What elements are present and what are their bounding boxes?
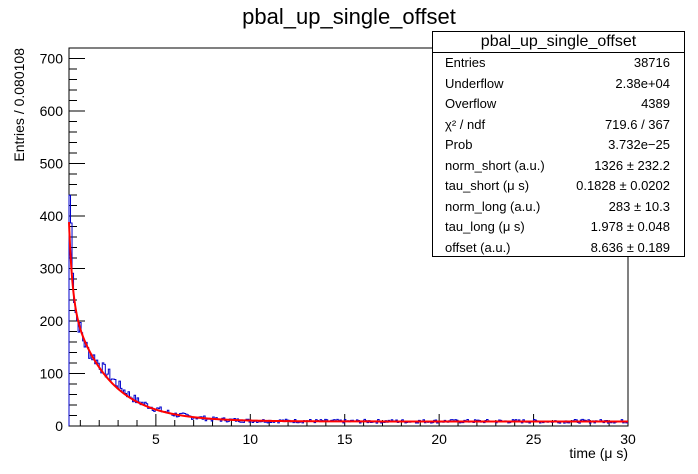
- stats-row-label: norm_short (a.u.): [445, 157, 545, 173]
- stats-row-label: offset (a.u.): [445, 239, 511, 255]
- y-tick-label: 100: [40, 366, 64, 382]
- x-tick-label: 20: [431, 431, 447, 447]
- stats-row: tau_long (μ s) 1.978 ± 0.048: [433, 217, 684, 238]
- stats-row-value: 2.38e+04: [615, 75, 670, 91]
- y-tick-label: 500: [40, 156, 64, 172]
- stats-row-label: Underflow: [445, 75, 504, 91]
- x-tick-label: 10: [243, 431, 259, 447]
- stats-title: pbal_up_single_offset: [433, 32, 684, 53]
- y-tick-label: 400: [40, 208, 64, 224]
- stats-row-label: Prob: [445, 137, 473, 152]
- y-tick-label: 0: [55, 418, 63, 434]
- stats-row: offset (a.u.) 8.636 ± 0.189: [433, 238, 684, 259]
- fit-curve-series: [68, 221, 628, 423]
- chart-title: pbal_up_single_offset: [242, 4, 456, 29]
- stats-row-value: 38716: [633, 55, 670, 70]
- y-tick-label: 600: [40, 103, 64, 119]
- x-axis-label: time (μ s): [569, 445, 628, 461]
- stats-rows: Entries 38716 Underflow 2.38e+04 Overflow 438…: [433, 53, 684, 258]
- stats-row-label: Overflow: [445, 96, 497, 111]
- y-tick-label: 300: [40, 261, 64, 277]
- stats-row: norm_short (a.u.) 1326 ± 232.2: [433, 156, 684, 177]
- stats-row: χ² / ndf 719.6 / 367: [433, 115, 684, 136]
- stats-row-value: 0.1828 ± 0.0202: [576, 178, 670, 193]
- stats-row-value: 1.978 ± 0.048: [590, 219, 670, 234]
- x-tick-label: 30: [620, 431, 636, 447]
- stats-box: pbal_up_single_offset Entries 38716 Underf…: [432, 31, 685, 257]
- stats-row-label: norm_long (a.u.): [445, 198, 541, 214]
- stats-row-label: tau_short (μ s): [445, 178, 530, 193]
- stats-row-value: 8.636 ± 0.189: [590, 239, 670, 255]
- stats-row: norm_long (a.u.) 283 ± 10.3: [433, 197, 684, 218]
- stats-row-label: tau_long (μ s): [445, 219, 525, 234]
- stats-row-value: 283 ± 10.3: [608, 198, 670, 214]
- stats-row-value: 3.732e−25: [608, 137, 670, 152]
- stats-row-label: Entries: [445, 55, 486, 70]
- stats-row-value: 4389: [641, 96, 670, 111]
- x-tick-label: 5: [152, 431, 160, 447]
- y-tick-label: 700: [40, 51, 64, 67]
- stats-row-value: 1326 ± 232.2: [594, 157, 670, 173]
- x-tick-label: 15: [337, 431, 353, 447]
- stats-row: tau_short (μ s) 0.1828 ± 0.0202: [433, 176, 684, 197]
- fit-curve: [68, 221, 628, 423]
- y-tick-label: 200: [40, 313, 64, 329]
- stats-row-value: 719.6 / 367: [604, 116, 670, 132]
- axis-ticks: 0 100 200 300 400 500 600 700 5 10 15 20 25 30: [40, 51, 636, 448]
- stats-row: Underflow 2.38e+04: [433, 74, 684, 95]
- stats-row: Overflow 4389: [433, 94, 684, 115]
- stats-row-label: χ² / ndf: [445, 116, 486, 132]
- x-tick-label: 25: [526, 431, 542, 447]
- stats-row: Prob 3.732e−25: [433, 135, 684, 156]
- stats-row: Entries 38716: [433, 53, 684, 74]
- y-axis-label: Entries / 0.080108: [11, 48, 27, 162]
